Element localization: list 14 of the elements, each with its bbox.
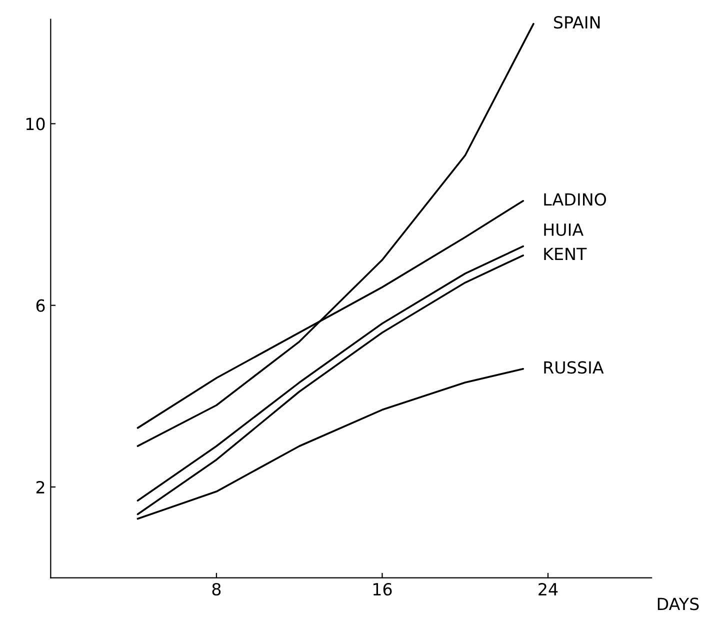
- line-series: [136, 368, 524, 520]
- series-label: LADINO: [544, 193, 606, 206]
- y-tick-label: 6: [36, 299, 45, 312]
- x-tick-label: 8: [212, 582, 221, 596]
- series-label: SPAIN: [554, 16, 600, 29]
- series-label: HUIA: [544, 224, 584, 236]
- series-label: RUSSIA: [544, 361, 604, 374]
- x-tick-label: 16: [373, 582, 392, 596]
- y-tick-label: 10: [26, 118, 45, 130]
- series-label: KENT: [544, 248, 587, 260]
- x-tick-label: 24: [538, 582, 558, 596]
- line-series: [136, 22, 534, 448]
- x-axis-title: DAYS: [658, 598, 699, 610]
- y-tick-label: 2: [36, 480, 44, 494]
